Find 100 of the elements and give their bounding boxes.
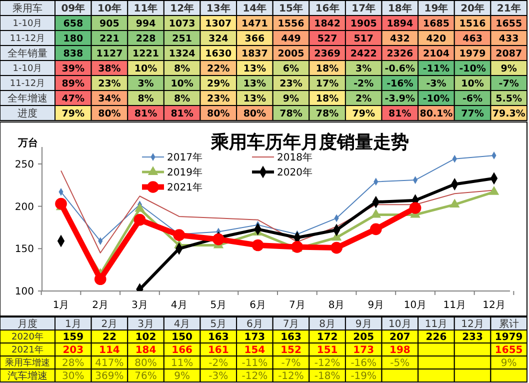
data-label: 5.5% (496, 93, 522, 104)
y-tick-label: 2020年 (12, 332, 44, 343)
x-tick-label: 2月 (92, 300, 109, 311)
y-axis-title: 月度 (18, 318, 38, 330)
data-label: 173 (244, 332, 266, 343)
data-label: -2% (354, 78, 374, 90)
data-label: 10% (134, 63, 158, 74)
data-label: 1127 (96, 48, 123, 60)
data-label: 226 (426, 332, 447, 343)
data-label: 1655 (496, 18, 522, 30)
data-label: 79% (352, 108, 376, 120)
data-label: 1655 (494, 345, 523, 356)
data-label: 18% (316, 63, 340, 74)
y-tick-label: 1-10月 (12, 19, 42, 30)
data-label: 114 (99, 345, 120, 356)
data-label: 1516 (459, 18, 486, 30)
x-tick-label: 19年 (424, 2, 448, 14)
y-axis-title: 乘用车 (12, 2, 42, 14)
data-label: 180 (63, 33, 84, 44)
data-label: 1630 (205, 48, 232, 60)
data-label: 432 (390, 33, 410, 44)
data-label: 420 (426, 33, 447, 44)
legend-label: 2018年 (277, 152, 312, 164)
data-label: 3% (356, 63, 372, 74)
data-label: -12% (314, 358, 340, 369)
data-label: -0.6% (384, 63, 416, 74)
data-label: 29% (207, 78, 230, 90)
y-tick-label: 11-12月 (10, 79, 46, 90)
point (330, 242, 342, 254)
data-label: 13% (243, 93, 267, 104)
data-label: 2% (356, 93, 372, 104)
x-tick-label: 4月 (170, 300, 188, 311)
x-tick-label: 3月 (138, 319, 154, 330)
y-tick-label: 1-10月 (12, 64, 42, 74)
data-label: -10% (459, 63, 486, 74)
y-tick-label: 150 (14, 244, 34, 256)
y-tick-label: 200 (14, 202, 34, 213)
data-label: 163 (280, 332, 302, 343)
point (173, 229, 186, 241)
data-label: 1471 (241, 18, 268, 30)
x-tick-label: 16年 (315, 2, 340, 14)
data-label: 228 (136, 33, 156, 44)
x-tick-label: 12月 (461, 319, 484, 330)
x-tick-label: 9月 (368, 300, 384, 311)
data-label: 76% (134, 371, 157, 382)
data-label: 433 (498, 33, 519, 44)
data-label: 47% (62, 93, 85, 104)
data-label: -12% (242, 371, 268, 382)
data-label: -6% (462, 93, 484, 104)
legend-label: 2021年 (167, 182, 202, 194)
data-label: 81% (170, 108, 194, 120)
data-label: 34% (98, 93, 122, 104)
data-label: 1894 (386, 18, 414, 30)
x-tick-label: 2月 (101, 319, 118, 330)
data-label: 10% (461, 78, 484, 90)
data-label: 369% (95, 371, 124, 382)
data-label: 9% (500, 358, 517, 369)
data-label: 366 (244, 33, 265, 44)
data-label: 81% (388, 108, 412, 120)
y-tick-label: 2021年 (12, 344, 44, 356)
data-label: 1556 (278, 18, 305, 30)
data-label: 152 (280, 345, 302, 356)
x-tick-label: 累计 (498, 318, 519, 330)
y-tick-label: 汽车增速 (8, 370, 48, 382)
data-label: 163 (208, 332, 229, 343)
data-label: 80% (134, 358, 157, 369)
data-label: 173 (353, 345, 374, 356)
data-label: 6% (282, 63, 300, 74)
data-label: 172 (316, 332, 338, 343)
x-tick-label: 11月 (424, 319, 448, 330)
data-label: 17% (316, 78, 340, 90)
point (252, 239, 264, 252)
data-label: -3.9% (384, 93, 416, 104)
data-label: 11% (170, 358, 194, 369)
data-label: 198 (389, 345, 410, 356)
point (370, 223, 382, 236)
y-tick-label: 全年销量 (8, 48, 48, 60)
data-label: 9% (174, 371, 190, 382)
x-tick-label: 14年 (242, 2, 267, 14)
data-label: 203 (62, 345, 84, 356)
data-label: -3% (208, 371, 228, 382)
data-label: 151 (316, 345, 338, 356)
data-label: 8% (138, 93, 154, 104)
data-label: 3% (138, 78, 154, 90)
data-label: -10% (422, 93, 450, 104)
x-tick-label: 1月 (52, 300, 70, 311)
x-tick-label: 11月 (443, 300, 466, 311)
data-label: 1685 (423, 18, 450, 30)
x-tick-label: 7月 (288, 300, 306, 311)
data-label: 2326 (386, 48, 414, 60)
data-label: 150 (172, 332, 193, 343)
data-label: 221 (100, 33, 120, 44)
x-tick-label: 6月 (250, 300, 266, 311)
data-label: 2104 (423, 48, 450, 60)
data-label: 22% (207, 63, 230, 74)
data-label: 38% (98, 63, 122, 74)
data-label: 28% (62, 358, 84, 369)
data-label: 205 (353, 332, 374, 343)
data-label: 80% (98, 108, 122, 120)
data-label: -7% (498, 78, 520, 90)
